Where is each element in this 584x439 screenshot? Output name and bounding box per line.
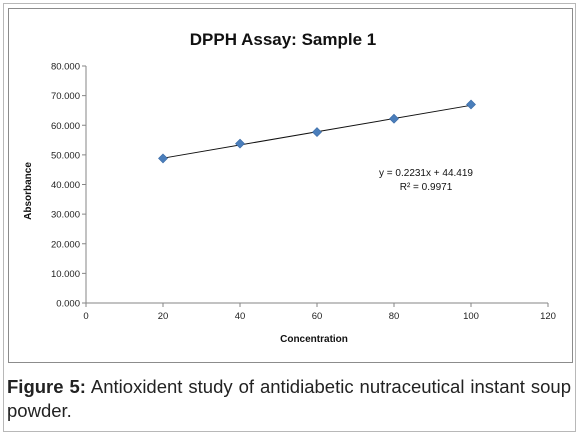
trendline-equation: y = 0.2231x + 44.419 (379, 168, 473, 179)
data-point (235, 138, 245, 149)
caption-text: Antioxident study of antidiabetic nutrac… (7, 376, 571, 421)
x-axis-title: Concentration (280, 334, 348, 345)
data-point (466, 99, 476, 110)
data-point (158, 153, 168, 164)
chart-title: DPPH Assay: Sample 1 (190, 30, 376, 49)
y-tick-label: 0.000 (56, 299, 80, 310)
trendline-r2: R² = 0.9971 (400, 182, 453, 193)
x-tick-label: 40 (235, 311, 246, 322)
y-tick-label: 10.000 (51, 269, 80, 280)
data-point (389, 113, 399, 124)
x-tick-label: 0 (83, 311, 88, 322)
x-tick-label: 80 (389, 311, 400, 322)
y-tick-label: 80.000 (51, 62, 80, 73)
chart-area: DPPH Assay: Sample 1 0.000 10.000 20.000 30… (8, 8, 573, 363)
x-tick-label: 120 (540, 311, 556, 322)
data-point (312, 127, 322, 137)
x-tick-label: 60 (312, 311, 323, 322)
x-tick-label: 100 (463, 311, 479, 322)
scatter-chart: DPPH Assay: Sample 1 0.000 10.000 20.000 30… (23, 30, 556, 345)
y-tick-label: 30.000 (51, 210, 80, 221)
y-tick-label: 40.000 (51, 180, 80, 191)
y-tick-label: 60.000 (51, 121, 80, 132)
y-tick-label: 20.000 (51, 239, 80, 250)
figure-label: Figure 5: (7, 376, 86, 397)
y-tick-label: 50.000 (51, 150, 80, 161)
x-tick-label: 20 (158, 311, 169, 322)
y-axis-title: Absorbance (23, 162, 34, 220)
y-tick-label: 70.000 (51, 91, 80, 102)
figure-caption: Figure 5: Antioxident study of antidiabe… (7, 375, 571, 423)
